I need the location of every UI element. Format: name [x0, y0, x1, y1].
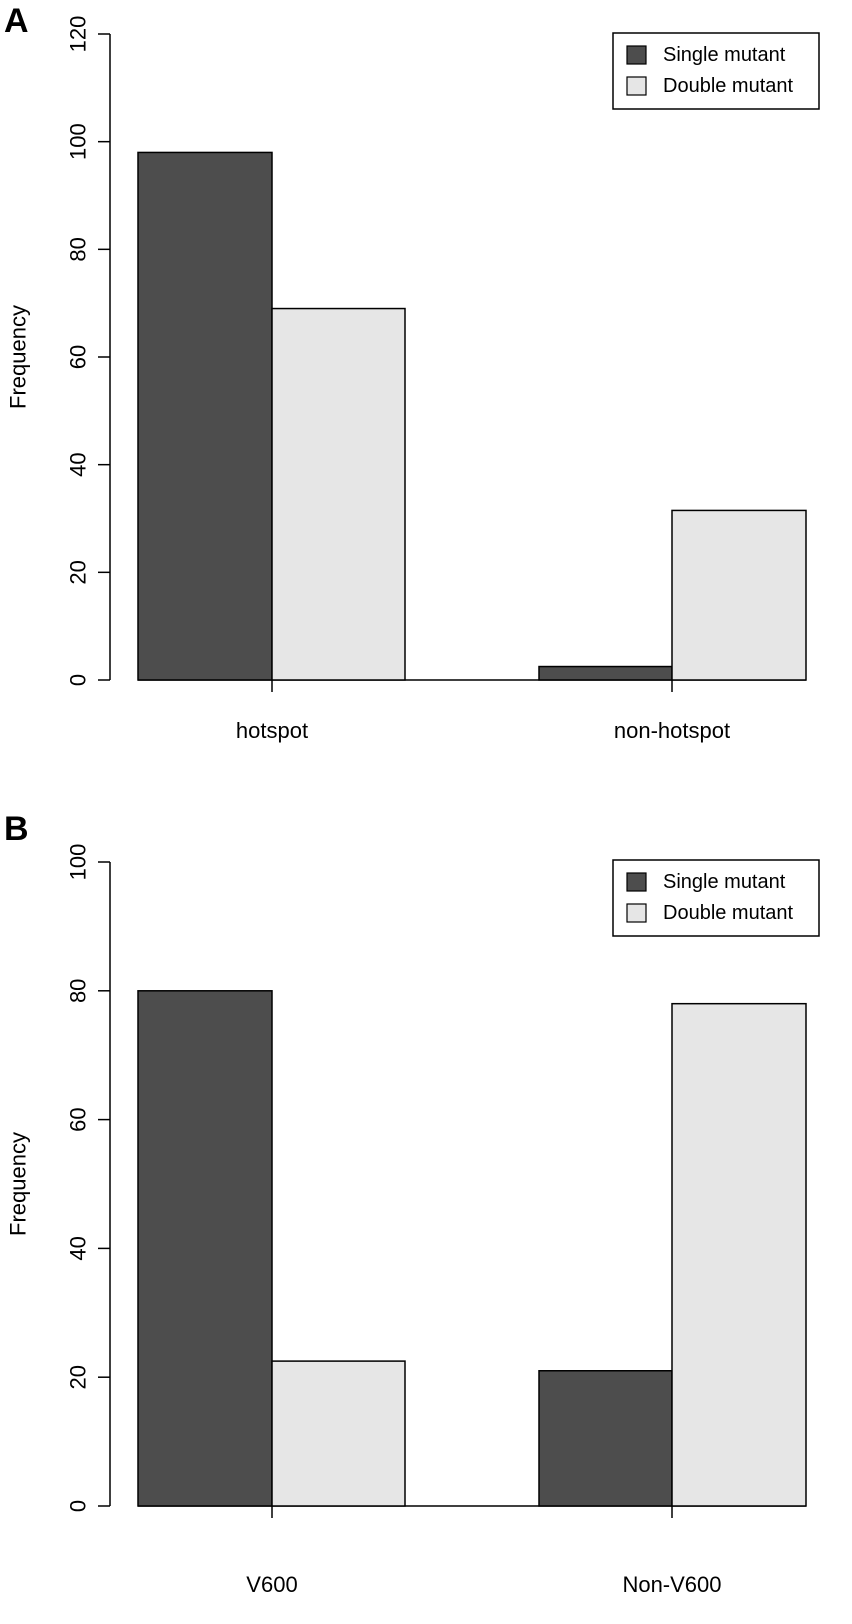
legend-swatch-single [626, 45, 647, 65]
legend-label: Double mutant [663, 902, 794, 924]
bar-double-0 [271, 1360, 406, 1507]
y-axis-label: Frequency [6, 305, 31, 409]
bar-single-0 [137, 151, 273, 681]
y-tick-label: 20 [66, 560, 91, 584]
x-tick-label: non-hotspot [614, 718, 730, 743]
panel-label: A [4, 2, 29, 40]
x-tick-label: hotspot [236, 718, 308, 743]
y-tick-label: 120 [66, 16, 91, 53]
legend-label: Single mutant [663, 44, 786, 66]
chart-panel-b: B 0 20 40 60 80 100 Frequency V600 Non-V600 Single… [4, 810, 820, 1597]
legend-swatch-double [626, 903, 647, 923]
chart-panel-a: A 0 20 40 60 80 100 120 Frequency hotspot non-hots… [4, 2, 820, 743]
legend-swatch-double [626, 76, 647, 96]
y-tick-label: 100 [66, 123, 91, 160]
bar-single-1 [538, 1370, 673, 1507]
y-tick-label: 100 [66, 844, 91, 881]
bar-double-1 [671, 1002, 807, 1507]
panel-label: B [4, 810, 29, 848]
bar-double-0 [271, 307, 406, 681]
legend: Single mutant Double mutant [612, 32, 820, 110]
y-tick-label: 40 [66, 1236, 91, 1260]
legend-box [612, 859, 820, 937]
x-tick-label: Non-V600 [622, 1572, 721, 1597]
bar-single-0 [137, 990, 273, 1507]
legend: Single mutant Double mutant [612, 859, 820, 937]
y-tick-label: 20 [66, 1365, 91, 1389]
y-tick-label: 60 [66, 1107, 91, 1131]
bar-double-1 [671, 509, 807, 681]
y-tick-label: 0 [66, 1500, 91, 1512]
y-tick-label: 80 [66, 979, 91, 1003]
legend-swatch-single [626, 872, 647, 892]
x-tick-label: V600 [246, 1572, 297, 1597]
y-tick-label: 60 [66, 345, 91, 369]
y-tick-label: 0 [66, 674, 91, 686]
legend-label: Single mutant [663, 871, 786, 893]
legend-label: Double mutant [663, 75, 794, 97]
legend-box [612, 32, 820, 110]
y-tick-label: 80 [66, 237, 91, 261]
bar-single-1 [538, 665, 673, 681]
y-tick-label: 40 [66, 452, 91, 476]
y-axis-label: Frequency [6, 1132, 31, 1236]
